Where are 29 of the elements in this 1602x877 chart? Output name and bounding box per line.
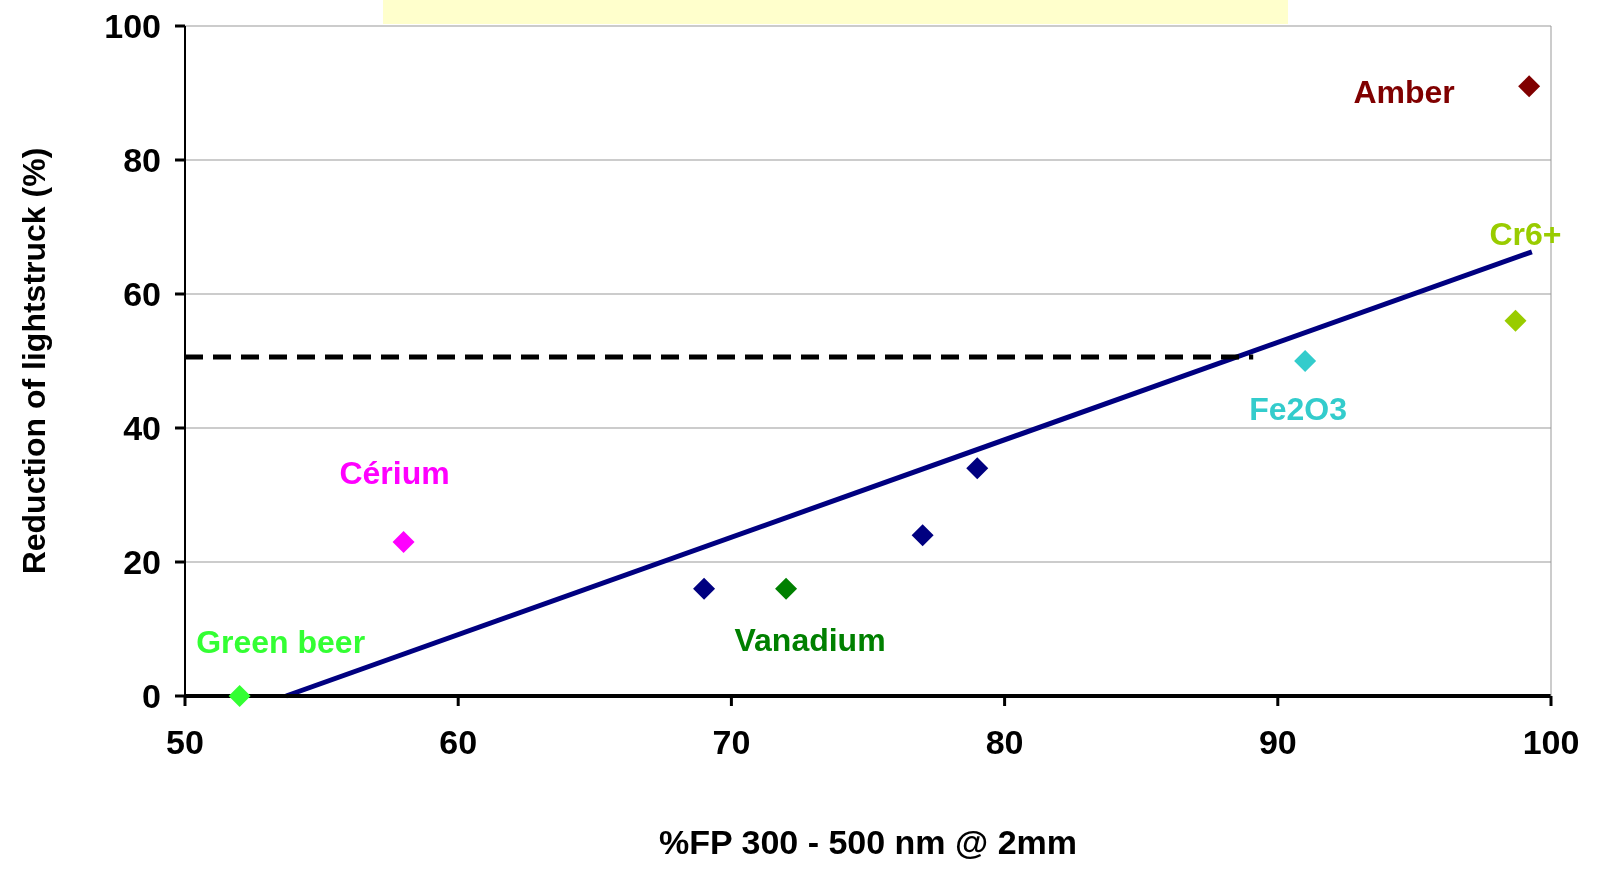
point — [392, 530, 415, 553]
series-label: Vanadium — [734, 621, 886, 658]
x-tick-label: 50 — [166, 723, 204, 762]
y-tick-label: 0 — [142, 677, 161, 716]
y-tick-label: 20 — [123, 543, 161, 582]
point — [1294, 350, 1317, 372]
point — [228, 685, 251, 707]
y-axis-title: Reduction of lightstruck (%) — [16, 147, 53, 575]
x-tick-label: 100 — [1522, 723, 1580, 762]
point — [775, 577, 798, 600]
y-tick-label: 40 — [123, 409, 161, 448]
series-label: Fe2O3 — [1249, 391, 1348, 427]
x-axis-title: %FP 300 - 500 nm @ 2mm — [658, 823, 1078, 861]
series-label: Amber — [1353, 74, 1455, 111]
series-label: Cérium — [339, 454, 450, 491]
y-tick-label: 60 — [123, 275, 161, 314]
point — [966, 457, 989, 480]
y-tick-label: 80 — [123, 141, 161, 180]
x-tick-label: 60 — [439, 723, 478, 762]
x-tick-label: 80 — [985, 723, 1024, 762]
point — [1518, 75, 1541, 98]
x-tick-label: 70 — [712, 723, 751, 762]
y-tick-label: 100 — [104, 7, 161, 46]
point — [1504, 309, 1527, 332]
point — [911, 524, 934, 547]
point — [693, 577, 716, 600]
series-label: Green beer — [196, 624, 366, 660]
x-tick-label: 90 — [1258, 723, 1297, 762]
series-label: Cr6+ — [1489, 215, 1562, 252]
